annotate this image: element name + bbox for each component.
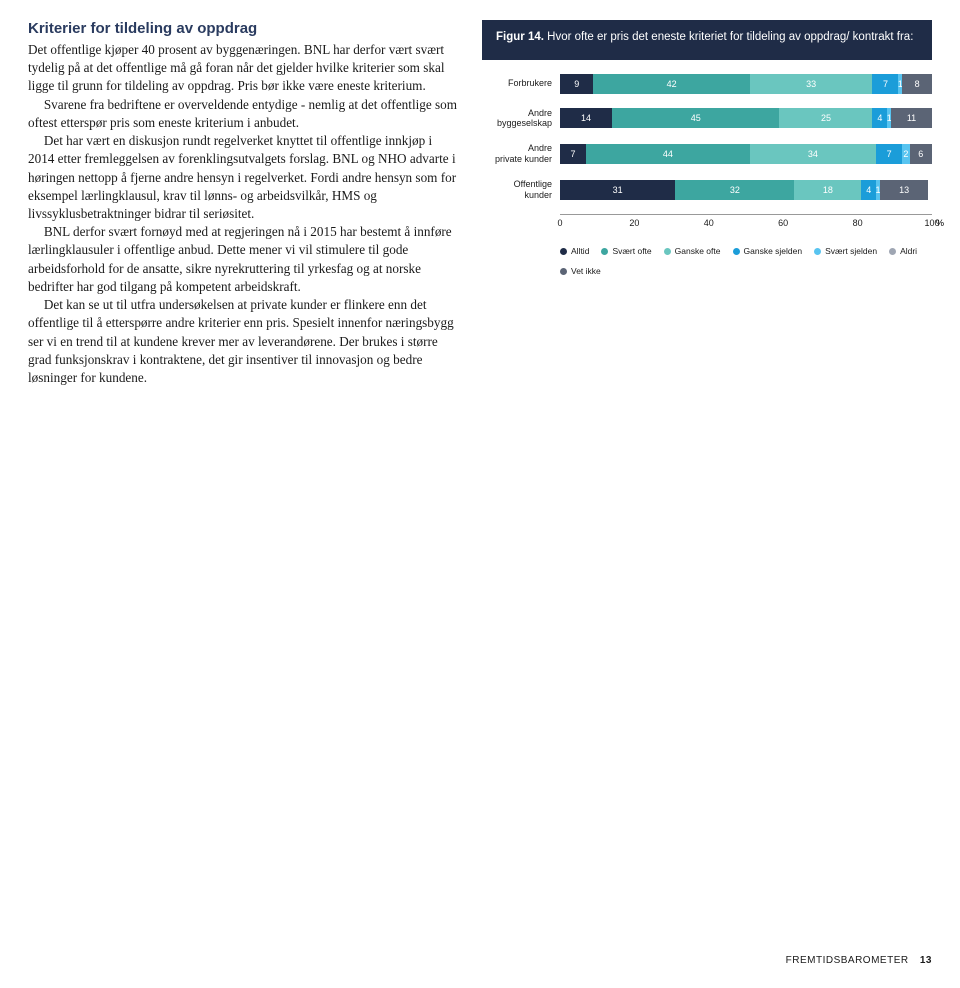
paragraph: Det har vært en diskusjon rundt regelver… [28,132,458,223]
legend-swatch [889,248,896,255]
bar-segment: 7 [876,144,902,164]
page-number: 13 [920,955,932,966]
paragraph: BNL derfor svært fornøyd med at regjerin… [28,223,458,296]
legend-item: Alltid [560,246,589,256]
bar-segment: 8 [902,74,932,94]
bar-track: 1445254111 [560,108,932,128]
stacked-bar-chart: Forbrukere94233718Andrebyggeselskap14452… [482,74,932,277]
bar-segment: 45 [612,108,779,128]
legend-swatch [814,248,821,255]
bar-segment: 4 [872,108,887,128]
chart-column: Figur 14. Hvor ofte er pris det eneste k… [482,20,932,387]
legend-swatch [601,248,608,255]
legend-item: Aldri [889,246,917,256]
axis-percent-label: % [936,218,944,228]
legend-label: Svært sjelden [825,246,877,256]
bar-segment: 31 [560,180,675,200]
bar-segment: 7 [560,144,586,164]
axis-tick: 80 [853,218,863,228]
article-column: Kriterier for tildeling av oppdrag Det o… [28,20,458,387]
bar-track: 74434726 [560,144,932,164]
bar-row: Andrebyggeselskap1445254111 [482,108,932,130]
bar-segment: 34 [750,144,876,164]
bar-category-label: Forbrukere [482,78,560,89]
legend-item: Vet ikke [560,266,601,276]
legend-label: Alltid [571,246,589,256]
bar-category-label: Andrebyggeselskap [482,108,560,130]
x-axis: 020406080100% [482,214,932,232]
chart-title: Figur 14. Hvor ofte er pris det eneste k… [482,20,932,60]
paragraph: Det kan se ut til utfra undersøkelsen at… [28,296,458,387]
bar-segment: 7 [872,74,898,94]
bar-segment: 13 [880,180,928,200]
legend-label: Ganske ofte [675,246,721,256]
bar-track: 94233718 [560,74,932,94]
bar-segment: 25 [779,108,872,128]
bar-segment: 42 [593,74,749,94]
legend-label: Vet ikke [571,266,601,276]
page-footer: FREMTIDSBAROMETER 13 [786,955,932,966]
bar-segment: 11 [891,108,932,128]
paragraph: Det offentlige kjøper 40 prosent av bygg… [28,42,444,93]
bar-segment: 6 [910,144,932,164]
legend-item: Svært ofte [601,246,651,256]
footer-title: FREMTIDSBAROMETER [786,955,909,966]
figure-number: Figur 14. [496,31,544,43]
paragraph: Svarene fra bedriftene er overveldende e… [28,96,458,132]
axis-tick: 60 [778,218,788,228]
bar-segment: 14 [560,108,612,128]
legend-swatch [733,248,740,255]
legend-label: Aldri [900,246,917,256]
bar-category-label: Offentligekunder [482,179,560,201]
legend-label: Svært ofte [612,246,651,256]
legend-swatch [664,248,671,255]
legend-swatch [560,248,567,255]
axis-tick: 20 [629,218,639,228]
legend-item: Svært sjelden [814,246,877,256]
bar-row: Forbrukere94233718 [482,74,932,94]
bar-segment: 32 [675,180,794,200]
bar-track: 3132184113 [560,180,932,200]
legend-item: Ganske sjelden [733,246,803,256]
bar-segment: 44 [586,144,750,164]
bar-segment: 2 [902,144,909,164]
bar-row: Andreprivate kunder74434726 [482,143,932,165]
axis-tick: 0 [557,218,562,228]
legend-item: Ganske ofte [664,246,721,256]
bar-segment: 9 [560,74,593,94]
bar-row: Offentligekunder3132184113 [482,179,932,201]
bar-segment: 18 [794,180,861,200]
bar-category-label: Andreprivate kunder [482,143,560,165]
article-body: Det offentlige kjøper 40 prosent av bygg… [28,41,458,387]
chart-legend: Alltid Svært ofte Ganske ofte Ganske sjelde… [560,246,932,276]
bar-segment: 4 [861,180,876,200]
bar-segment: 33 [750,74,873,94]
axis-tick: 40 [704,218,714,228]
legend-label: Ganske sjelden [744,246,803,256]
article-heading: Kriterier for tildeling av oppdrag [28,20,458,37]
legend-swatch [560,268,567,275]
figure-caption: Hvor ofte er pris det eneste kriteriet f… [544,31,913,43]
